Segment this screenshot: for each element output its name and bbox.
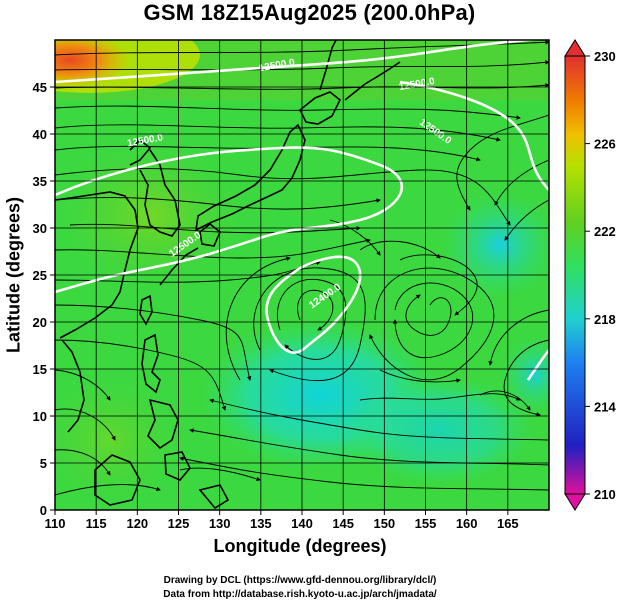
x-tick-label: 110 [45, 516, 66, 531]
x-tick-label: 145 [332, 516, 354, 531]
contour-12500-east [399, 80, 549, 191]
x-tick-label: 130 [209, 516, 231, 531]
y-tick-label: 15 [33, 362, 47, 377]
x-tick-label: 150 [373, 516, 395, 531]
x-tick-label: 135 [250, 516, 272, 531]
coast-philippines-luzon [141, 333, 161, 394]
plot-title: GSM 18Z15Aug2025 (200.0hPa) [143, 0, 476, 25]
y-tick-label: 5 [40, 456, 47, 471]
coast-japan-honshu [194, 123, 306, 232]
y-tick-label: 35 [33, 174, 47, 189]
coast-china-north [129, 138, 152, 166]
y-tick-label: 20 [33, 315, 47, 330]
colorbar-body [564, 55, 586, 495]
y-tick-label: 25 [33, 268, 47, 283]
y-tick-label: 45 [33, 80, 47, 95]
x-tick-label: 140 [291, 516, 313, 531]
x-tick-label: 155 [415, 516, 437, 531]
coast-japan-hokkaido [298, 91, 342, 125]
colorbar-tick-label: 218 [594, 312, 616, 327]
colorbar-tick-label: 226 [594, 137, 616, 152]
y-axis-ticks: 0 5 10 15 20 25 30 35 40 45 [33, 80, 55, 518]
credit-data-source: Data from http://database.rish.kyoto-u.a… [163, 589, 437, 600]
coast-sakhalin [319, 40, 337, 91]
x-axis-label: Longitude (degrees) [213, 536, 387, 556]
coast-taiwan [139, 294, 153, 326]
contour-east-edge [526, 349, 549, 381]
coast-borneo [94, 454, 141, 506]
colorbar-tick-label: 222 [594, 224, 616, 239]
coast-philippines-south [147, 398, 179, 450]
contour-12500-north [55, 40, 542, 84]
coast-vietnam [61, 339, 85, 433]
coast-mindanao [164, 451, 191, 481]
y-tick-label: 40 [33, 127, 47, 142]
y-tick-label: 0 [40, 503, 47, 518]
colorbar-tick-label: 210 [594, 487, 616, 502]
y-tick-label: 10 [33, 409, 47, 424]
colorbar-tick-label: 214 [594, 399, 616, 414]
coast-china [55, 191, 139, 339]
x-tick-label: 125 [168, 516, 190, 531]
x-tick-label: 165 [497, 516, 519, 531]
height-contours [55, 40, 549, 381]
colorbar-bottom-arrow [564, 493, 586, 511]
colorbar-tick-label: 230 [594, 49, 616, 64]
contour-12400-ring [265, 255, 362, 354]
x-axis-ticks: 110 115 120 125 130 135 140 145 150 155 160 165 [45, 510, 519, 531]
credit-drawing: Drawing by DCL (https://www.gfd-dennou.o… [163, 575, 437, 586]
y-axis-label: Latitude (degrees) [3, 196, 24, 354]
x-tick-label: 115 [86, 516, 107, 531]
temperature-field [55, 40, 549, 510]
coast-kurils [344, 61, 401, 101]
coast-kyushu [199, 222, 221, 247]
x-tick-label: 160 [456, 516, 478, 531]
coast-newguinea [198, 484, 230, 510]
colorbar-top-arrow [564, 39, 586, 57]
y-tick-label: 30 [33, 221, 47, 236]
contour-12500-main [55, 146, 404, 294]
x-tick-label: 120 [126, 516, 148, 531]
colorbar: 230 226 222 218 214 210 [564, 39, 616, 511]
